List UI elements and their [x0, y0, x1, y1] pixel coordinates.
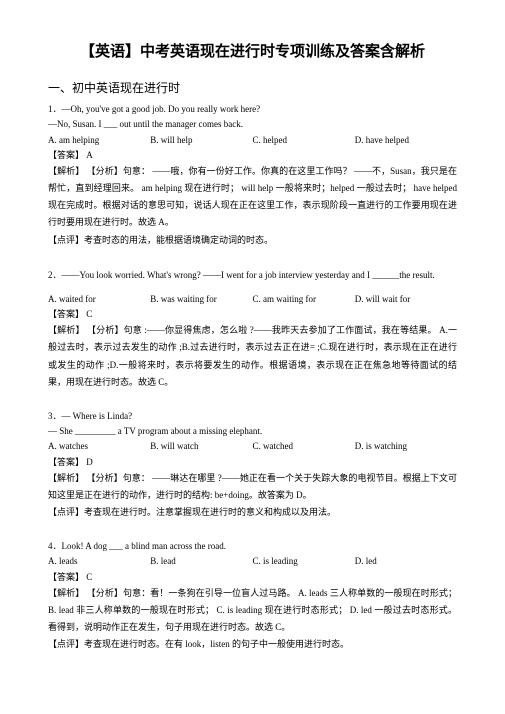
q4-tip: 【点评】考查现在进行时态。在有 look，listen 的句子中一般使用进行时态…	[48, 636, 457, 653]
q3-opt-c: C. watched	[253, 439, 355, 454]
q4-l1: Look! A dog ___ a blind man across the r…	[62, 541, 226, 551]
q3-l1: — Where is Linda?	[62, 411, 133, 421]
question-4: 4．Look! A dog ___ a blind man across the…	[48, 539, 457, 653]
q4-opt-b: B. lead	[150, 554, 252, 569]
section-heading: 一、初中英语现在进行时	[48, 79, 457, 96]
q2-opt-a: A. waited for	[48, 292, 150, 307]
q1-answer: 【答案】 A	[48, 148, 457, 163]
q2-l1: ——You look worried. What's wrong? ——I we…	[62, 270, 435, 280]
q3-tip: 【点评】考查现在进行时。注意掌握现在进行时的意义和构成以及用法。	[48, 504, 457, 521]
q4-explain: 【解析】 【分析】句意：看！一条狗在引导一位盲人过马路。 A. leads 三人…	[48, 585, 457, 636]
q1-line1: 1．—Oh, you've got a good job. Do you rea…	[48, 102, 457, 117]
q1-explain: 【解析】 【分析】句意： ——哦，你有一份好工作。你真的在这里工作吗？ ——不，…	[48, 163, 457, 231]
q2-line1: 2．——You look worried. What's wrong? ——I …	[48, 267, 457, 284]
q3-opt-a: A. watches	[48, 439, 150, 454]
q3-options: A. watches B. will watch C. watched D. i…	[48, 439, 457, 454]
q2-num: 2．	[48, 270, 62, 280]
question-1: 1．—Oh, you've got a good job. Do you rea…	[48, 102, 457, 249]
q1-opt-d: D. have helped	[355, 133, 457, 148]
q4-opt-c: C. is leading	[253, 554, 355, 569]
q2-opt-c: C. am waiting for	[253, 292, 355, 307]
q2-opt-d: D. will wait for	[355, 292, 457, 307]
spacer	[48, 284, 457, 292]
q1-tip: 【点评】考查时态的用法，能根据语境确定动词的时态。	[48, 232, 457, 249]
q4-options: A. leads B. lead C. is leading D. led	[48, 554, 457, 569]
q3-opt-d: D. is watching	[355, 439, 457, 454]
q3-line2: — She _________ a TV program about a mis…	[48, 424, 457, 439]
q1-options: A. am helping B. will help C. helped D. …	[48, 133, 457, 148]
q4-num: 4．	[48, 541, 62, 551]
q2-opt-b: B. was waiting for	[150, 292, 252, 307]
q2-explain: 【解析】 【分析】句意 :——你显得焦虑，怎么啦 ?——我昨天去参加了工作面试，…	[48, 322, 457, 390]
q3-line1: 3．— Where is Linda?	[48, 409, 457, 424]
q4-opt-d: D. led	[355, 554, 457, 569]
q3-answer: 【答案】 D	[48, 455, 457, 470]
q1-line2: —No, Susan. I ___ out until the manager …	[48, 117, 457, 132]
doc-title: 【英语】中考英语现在进行时专项训练及答案含解析	[48, 40, 457, 61]
question-3: 3．— Where is Linda? — She _________ a TV…	[48, 409, 457, 521]
q1-opt-c: C. helped	[253, 133, 355, 148]
q4-opt-a: A. leads	[48, 554, 150, 569]
q3-num: 3．	[48, 411, 62, 421]
page: 【英语】中考英语现在进行时专项训练及答案含解析 一、初中英语现在进行时 1．—O…	[0, 0, 505, 691]
q1-opt-b: B. will help	[150, 133, 252, 148]
q3-explain: 【解析】 【分析】句意： ——琳达在哪里 ?——她正在看一个关于失踪大象的电视节…	[48, 470, 457, 504]
q4-line1: 4．Look! A dog ___ a blind man across the…	[48, 539, 457, 554]
q1-num: 1．	[48, 104, 62, 114]
q2-options: A. waited for B. was waiting for C. am w…	[48, 292, 457, 307]
q1-opt-a: A. am helping	[48, 133, 150, 148]
q3-opt-b: B. will watch	[150, 439, 252, 454]
question-2: 2．——You look worried. What's wrong? ——I …	[48, 267, 457, 391]
q2-answer: 【答案】 C	[48, 307, 457, 322]
q1-l1: —Oh, you've got a good job. Do you reall…	[62, 104, 261, 114]
q4-answer: 【答案】 C	[48, 570, 457, 585]
